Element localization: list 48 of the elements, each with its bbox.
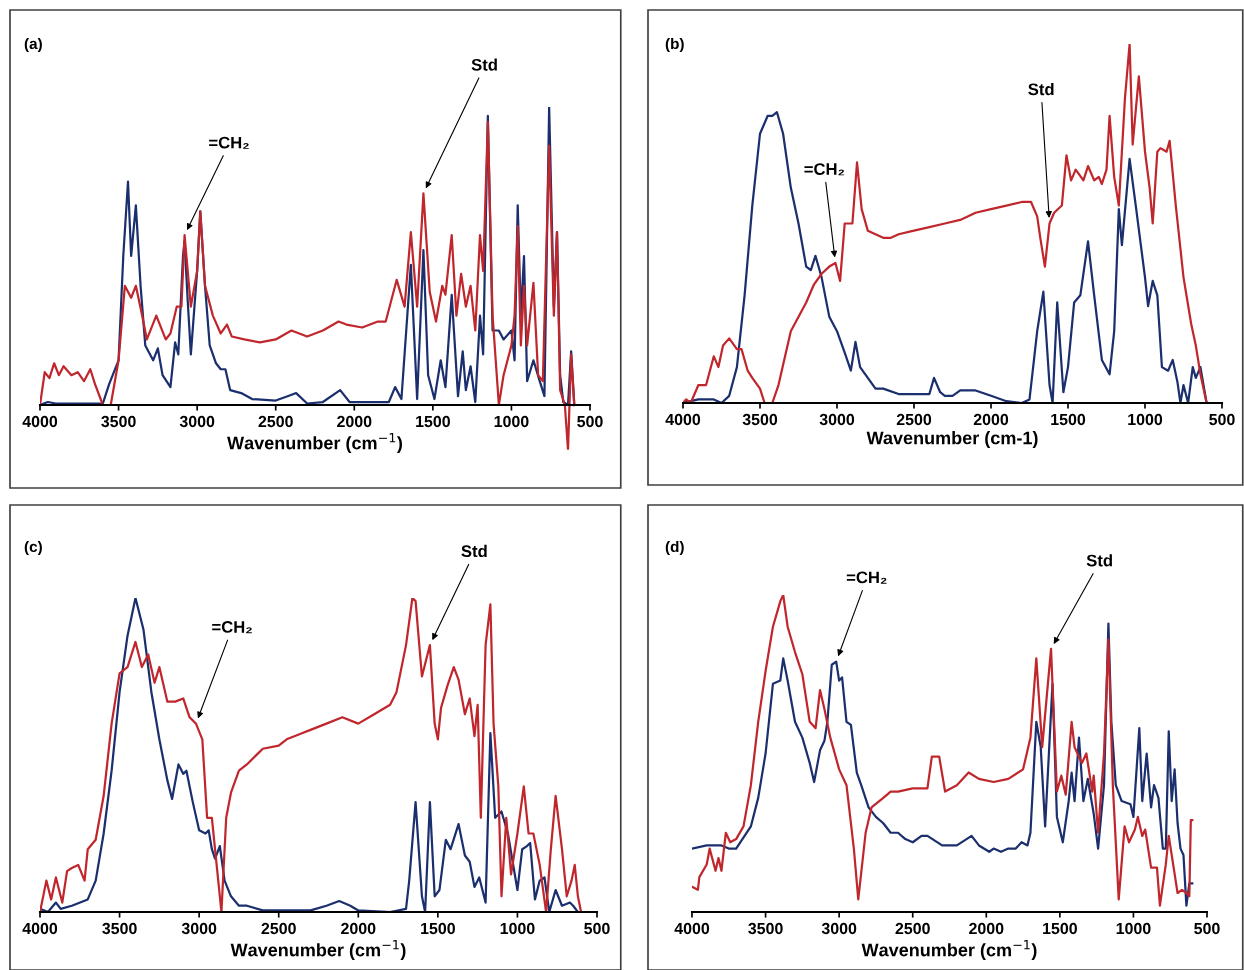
annotation: =CH₂ [804, 163, 845, 176]
x-tick-label: 3000 [821, 922, 857, 935]
chart-title: (d) [665, 540, 684, 556]
annotation: Std [461, 544, 487, 558]
x-tick-label: 1500 [416, 415, 450, 428]
x-tick-label: 500 [584, 922, 610, 935]
x-tick-label: 1000 [1128, 413, 1163, 426]
x-tick-label: 3000 [181, 922, 217, 935]
annotation: =CH₂ [209, 136, 249, 149]
x-axis-title: Wavenumber (cm$^{−1}$) [227, 433, 402, 453]
x-tick-label: 2000 [969, 922, 1004, 935]
x-tick-label: 1000 [494, 415, 529, 428]
annotation: Std [1086, 554, 1112, 567]
x-tick-label: 2000 [337, 415, 372, 428]
x-tick-label: 2500 [258, 415, 293, 428]
chart-title: (a) [24, 37, 42, 53]
x-tick-label: 2500 [896, 413, 932, 426]
x-tick-label: 3500 [101, 415, 136, 428]
annotation: =CH₂ [846, 571, 887, 584]
x-tick-label: 500 [1209, 413, 1235, 426]
annotation: Std [1028, 82, 1054, 96]
x-tick-label: 2500 [261, 922, 296, 935]
x-tick-label: 1000 [500, 922, 535, 935]
x-tick-label: 500 [577, 415, 603, 428]
x-tick-label: 4000 [22, 415, 58, 428]
x-tick-label: 3000 [819, 413, 855, 426]
x-tick-label: 1000 [1116, 922, 1151, 935]
x-tick-label: 3000 [179, 415, 215, 428]
x-axis-title: Wavenumber (cm$^{−1}$) [861, 940, 1037, 960]
x-tick-label: 2500 [895, 922, 930, 935]
annotation: Std [471, 58, 497, 71]
chart-title: (c) [24, 540, 42, 556]
x-tick-label: 2000 [973, 413, 1009, 426]
x-axis-title: Wavenumber (cm$^{−1}$) [230, 940, 406, 960]
annotation: =CH₂ [212, 621, 252, 634]
x-tick-label: 3500 [742, 413, 778, 426]
x-tick-label: 500 [1194, 922, 1220, 935]
x-tick-label: 4000 [22, 922, 58, 935]
x-tick-label: 4000 [665, 413, 701, 426]
x-tick-label: 3500 [748, 922, 783, 935]
x-axis-title: Wavenumber (cm-1) [866, 431, 1038, 448]
chart-title: (b) [665, 37, 684, 53]
x-tick-label: 1500 [1043, 922, 1077, 935]
x-tick-label: 2000 [341, 922, 376, 935]
x-tick-label: 4000 [674, 922, 710, 935]
x-tick-label: 3500 [102, 922, 137, 935]
x-tick-label: 1500 [421, 922, 455, 935]
x-tick-label: 1500 [1051, 413, 1086, 426]
